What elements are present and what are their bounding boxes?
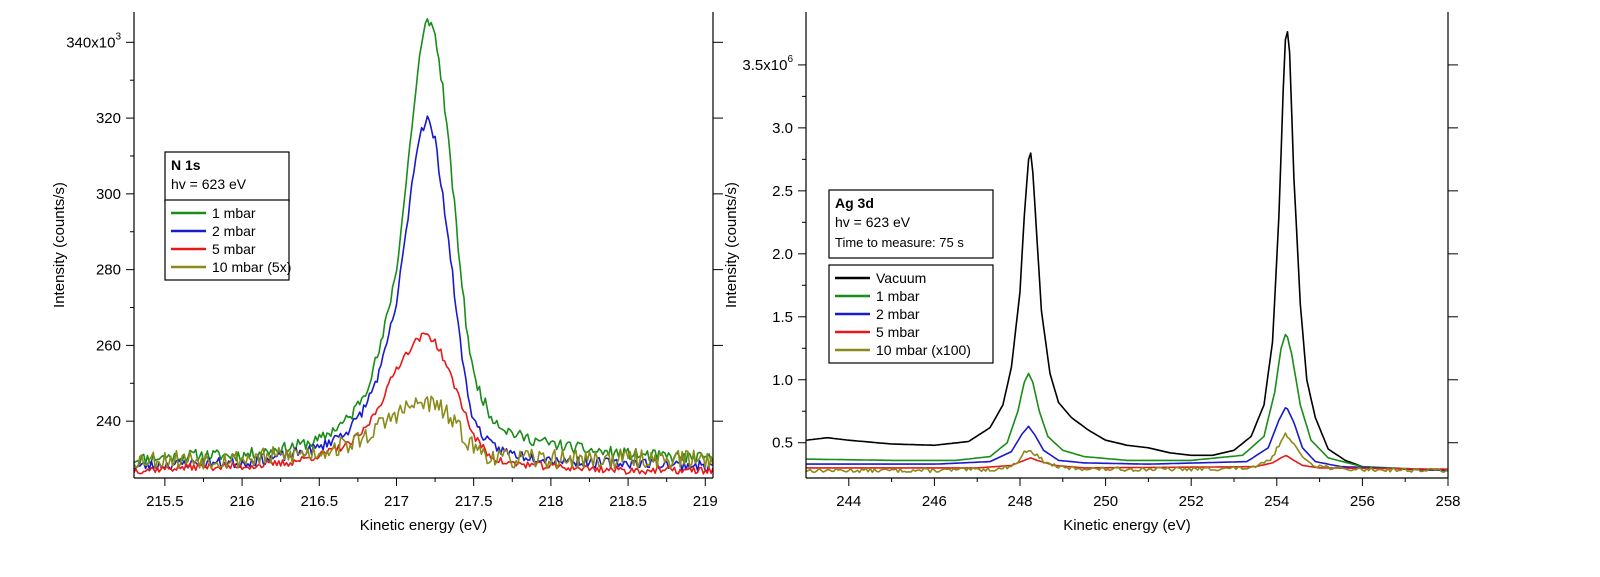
y-tick-label: 300 bbox=[96, 186, 121, 203]
legend: Ag 3d hv = 623 eV Time to measure: 75 s Vac… bbox=[828, 189, 994, 364]
y-tick-label: 3.0 bbox=[772, 120, 793, 137]
n1s-panel: 215.5 216 216.5 217 217.5 218 218.5 219 240 260 28… bbox=[51, 12, 723, 534]
y-tick-exponent: 3 bbox=[115, 31, 121, 42]
legend-entry-label: Vacuum bbox=[876, 270, 926, 286]
x-tick-label: 250 bbox=[1093, 493, 1118, 510]
series-line-3 bbox=[134, 395, 713, 470]
x-axis-label: Kinetic energy (eV) bbox=[360, 517, 488, 534]
ag3d-panel: 244 246 248 250 252 254 256 258 0.5 1.0 1.5 2.0 2.5 3… bbox=[723, 12, 1461, 534]
y-tick-label: 3.5x106 bbox=[742, 54, 793, 74]
y-tick-label: 320 bbox=[96, 110, 121, 127]
y-axis-label: Intensity (counts/s) bbox=[723, 182, 740, 308]
legend-entry-label: 1 mbar bbox=[212, 205, 256, 221]
y-tick-exponent: 6 bbox=[787, 54, 793, 65]
x-tick-label: 215.5 bbox=[146, 493, 184, 510]
x-tick-label: 218.5 bbox=[609, 493, 647, 510]
y-tick-label: 2.0 bbox=[772, 246, 793, 263]
y-tick-label: 340x103 bbox=[66, 31, 121, 51]
y-tick-label: 240 bbox=[96, 413, 121, 430]
series-line-0 bbox=[806, 31, 1448, 472]
x-axis-label: Kinetic energy (eV) bbox=[1063, 517, 1191, 534]
legend-entry-label: 2 mbar bbox=[876, 306, 920, 322]
legend-entry-label: 5 mbar bbox=[876, 324, 920, 340]
x-tick-label: 246 bbox=[922, 493, 947, 510]
x-tick-label: 218 bbox=[538, 493, 563, 510]
series-line-4 bbox=[806, 432, 1448, 474]
legend-entry-label: 5 mbar bbox=[212, 241, 256, 257]
legend-entry-label: 10 mbar (x100) bbox=[876, 342, 971, 358]
x-tick-label: 219 bbox=[693, 493, 718, 510]
legend-title: N 1s bbox=[171, 157, 201, 173]
y-axis-label: Intensity (counts/s) bbox=[51, 182, 68, 308]
y-tick-label: 0.5 bbox=[772, 435, 793, 452]
y-tick-label: 1.5 bbox=[772, 309, 793, 326]
legend-info-box bbox=[828, 189, 994, 259]
x-tick-label: 252 bbox=[1179, 493, 1204, 510]
legend: N 1s hv = 623 eV 1 mbar 2 mbar 5 mbar 10 mbar… bbox=[164, 151, 291, 281]
plot-area bbox=[806, 31, 1448, 474]
legend-entry-label: 10 mbar (5x) bbox=[212, 259, 291, 275]
legend-info-line: Time to measure: 75 s bbox=[835, 235, 964, 250]
x-tick-label: 217 bbox=[384, 493, 409, 510]
x-tick-label: 248 bbox=[1007, 493, 1032, 510]
x-tick-label: 258 bbox=[1435, 493, 1460, 510]
series-line-1 bbox=[806, 333, 1448, 472]
legend-title: Ag 3d bbox=[835, 195, 874, 211]
y-tick-label: 1.0 bbox=[772, 372, 793, 389]
x-tick-label: 216 bbox=[230, 493, 255, 510]
x-tick-label: 254 bbox=[1264, 493, 1289, 510]
legend-info-box bbox=[164, 151, 290, 203]
x-tick-label: 217.5 bbox=[455, 493, 493, 510]
legend-entry-label: 1 mbar bbox=[876, 288, 920, 304]
x-tick-label: 244 bbox=[836, 493, 861, 510]
y-tick-label: 2.5 bbox=[772, 183, 793, 200]
x-tick-label: 256 bbox=[1350, 493, 1375, 510]
series-line-2 bbox=[134, 332, 713, 475]
y-tick-label: 280 bbox=[96, 262, 121, 279]
legend-info-line: hv = 623 eV bbox=[171, 176, 247, 192]
series-line-0 bbox=[134, 18, 713, 465]
legend-info-line: hv = 623 eV bbox=[835, 214, 911, 230]
legend-entry-label: 2 mbar bbox=[212, 223, 256, 239]
y-tick-label: 260 bbox=[96, 337, 121, 354]
plot-area bbox=[134, 18, 713, 475]
x-tick-label: 216.5 bbox=[301, 493, 339, 510]
